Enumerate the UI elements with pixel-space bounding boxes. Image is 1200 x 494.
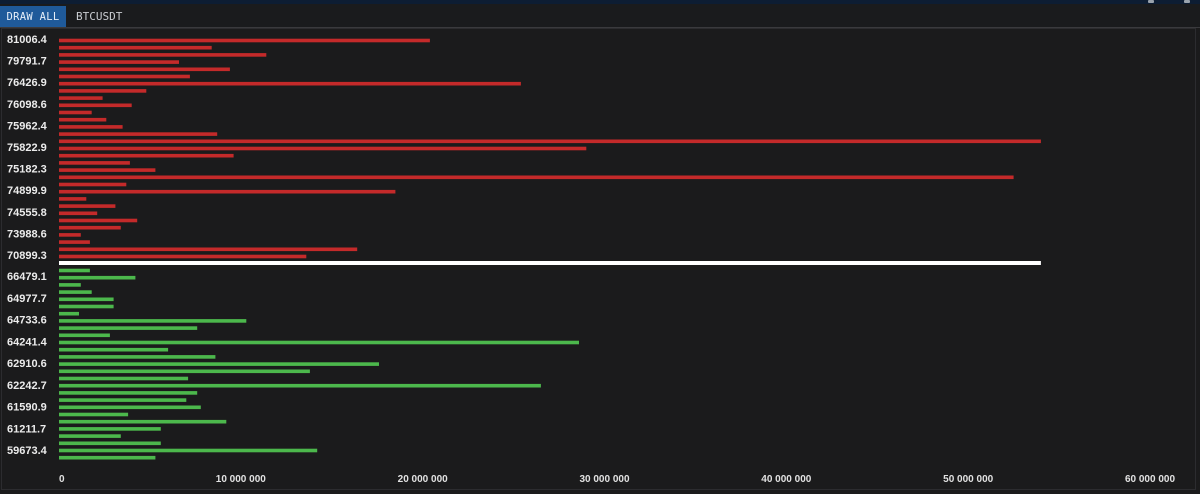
x-tick-label: 0 (59, 474, 65, 485)
ask-bar (59, 204, 116, 208)
y-tick-label: 75822.9 (7, 142, 47, 154)
ask-bar (59, 197, 87, 201)
bid-bar (59, 441, 161, 446)
bid-bar (59, 427, 161, 431)
y-tick-label: 66479.1 (7, 271, 47, 283)
bid-bar (59, 297, 114, 302)
ask-bar (59, 53, 267, 57)
ask-bar (59, 218, 138, 223)
x-tick-label: 40 000 000 (761, 474, 811, 485)
bid-bar (59, 376, 189, 381)
bid-bars (59, 268, 579, 460)
symbol-input[interactable] (74, 7, 338, 25)
y-tick-label: 81006.4 (7, 34, 48, 46)
ask-bar (59, 38, 430, 43)
draw-all-button[interactable]: DRAW ALL (0, 6, 66, 27)
bid-bar (59, 340, 579, 345)
ask-bars (59, 38, 1041, 259)
bid-bar (59, 283, 81, 287)
bid-bar (59, 369, 310, 374)
bid-bar (59, 304, 114, 309)
ask-bar (59, 132, 218, 136)
y-tick-label: 75962.4 (7, 120, 48, 132)
bid-bar (59, 448, 318, 453)
y-tick-label: 64977.7 (7, 293, 47, 305)
chart-frame (1, 28, 1196, 490)
ask-bar (59, 45, 212, 50)
ask-bar (59, 233, 81, 237)
top-accent-line (0, 0, 1200, 4)
ask-bar (59, 125, 123, 129)
x-tick-label: 20 000 000 (398, 474, 448, 485)
y-tick-label: 64733.6 (7, 315, 47, 327)
y-tick-label: 64241.4 (7, 336, 48, 348)
y-tick-label: 62910.6 (7, 358, 47, 370)
ask-bar (59, 74, 190, 79)
ask-bar (59, 146, 587, 151)
bid-bar (59, 268, 90, 273)
y-tick-label: 75182.3 (7, 164, 47, 176)
bid-bar (59, 398, 187, 402)
y-tick-label: 61590.9 (7, 402, 47, 414)
y-tick-label: 70899.3 (7, 250, 47, 262)
ask-bar (59, 211, 98, 216)
x-tick-label: 10 000 000 (216, 474, 266, 485)
bid-bar (59, 434, 121, 438)
ask-bar (59, 117, 107, 122)
ask-bar (59, 67, 230, 72)
bid-bar (59, 412, 129, 417)
ask-bar (59, 161, 130, 165)
ask-bar (59, 103, 132, 108)
bid-bar (59, 391, 198, 395)
y-axis-labels: 81006.4 79791.7 76426.9 76098.6 75962.4 75822… (7, 34, 48, 457)
ask-bar (59, 175, 1014, 180)
ask-bar (59, 81, 521, 86)
window-indicators (1148, 0, 1190, 6)
x-axis-labels: 0 10 000 000 20 000 000 30 000 000 40 000 00… (59, 474, 1175, 485)
y-tick-label: 76098.6 (7, 99, 47, 111)
x-tick-label: 50 000 000 (943, 474, 993, 485)
y-tick-label: 59673.4 (7, 445, 48, 457)
bid-bar (59, 333, 110, 338)
toolbar: DRAW ALL (0, 4, 1200, 28)
bid-bar (59, 326, 198, 330)
bid-bar (59, 290, 92, 294)
ask-bar (59, 225, 121, 230)
ask-bar (59, 189, 396, 194)
bid-bar (59, 383, 541, 388)
ask-bar (59, 139, 1041, 144)
ask-bar (59, 153, 234, 158)
ask-bar (59, 60, 179, 64)
y-tick-label: 74555.8 (7, 207, 47, 219)
bid-bar (59, 319, 247, 323)
y-tick-label: 73988.6 (7, 228, 47, 240)
bid-bar (59, 275, 136, 280)
x-tick-label: 60 000 000 (1125, 474, 1175, 485)
mid-price-line (59, 261, 1041, 265)
y-tick-label: 76426.9 (7, 77, 47, 89)
y-tick-label: 79791.7 (7, 56, 47, 68)
y-tick-label: 74899.9 (7, 185, 47, 197)
y-tick-label: 62242.7 (7, 380, 47, 392)
ask-bar (59, 254, 307, 259)
bid-bar (59, 405, 201, 410)
ask-bar (59, 89, 147, 93)
x-tick-label: 30 000 000 (579, 474, 629, 485)
bid-bar (59, 419, 227, 424)
bid-bar (59, 455, 156, 460)
bid-bar (59, 355, 216, 359)
bid-bar (59, 311, 79, 316)
ask-bar (59, 110, 92, 115)
bid-bar (59, 362, 379, 366)
ask-bar (59, 168, 156, 172)
mid-line (59, 261, 1041, 265)
bid-bar (59, 347, 169, 352)
y-tick-label: 61211.7 (7, 423, 46, 435)
ask-bar (59, 96, 103, 100)
ask-bar (59, 240, 90, 244)
ask-bar (59, 247, 358, 252)
ask-bar (59, 182, 127, 187)
